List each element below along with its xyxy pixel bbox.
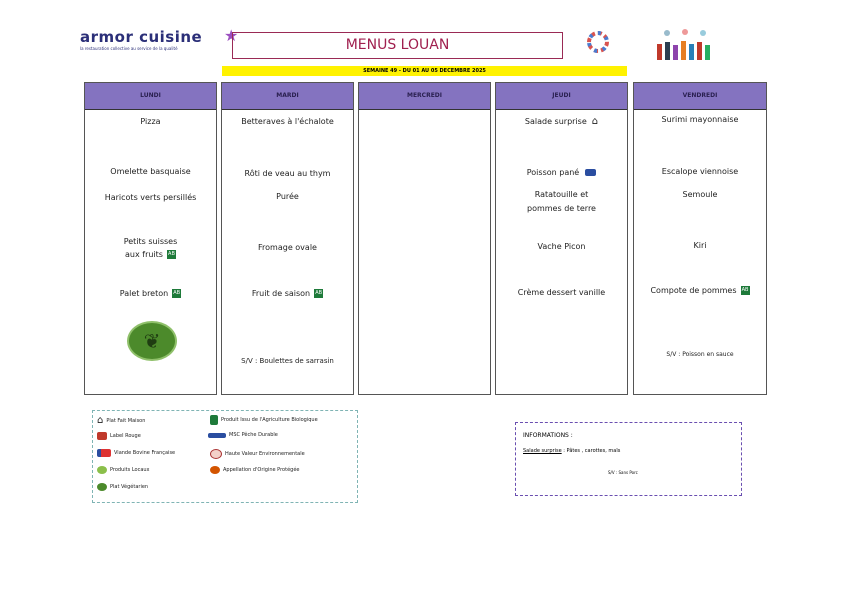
organic-ab-icon: AB <box>166 250 176 259</box>
menu-item: Haricots verts persillés <box>104 193 197 202</box>
vegetarian-leaf-icon <box>97 483 107 491</box>
menu-item: Surimi mayonnaise <box>661 115 739 124</box>
menu-item: Rôti de veau au thym <box>244 169 331 178</box>
organic-ab-icon <box>210 415 218 425</box>
menu-item: Escalope viennoise <box>661 167 739 176</box>
menu-item: Purée <box>276 192 299 201</box>
legend-item: Appellation d'Origine Protégée <box>210 466 299 474</box>
menu-item: Fruit de saison AB <box>222 287 353 300</box>
menu-item: aux fruits AB <box>85 248 216 261</box>
menu-item-text: Palet breton <box>119 289 169 298</box>
legend-item: Plat Végétarien <box>97 483 148 491</box>
hve-icon <box>210 449 222 459</box>
day-header: LUNDI <box>85 83 216 110</box>
local-products-icon <box>97 466 107 474</box>
day-column-lundi: LUNDI Pizza Omelette basquaise Haricots … <box>84 82 217 395</box>
menu-item: Omelette basquaise <box>110 167 191 176</box>
day-header: MERCREDI <box>359 83 490 110</box>
day-header: VENDREDI <box>634 83 766 110</box>
legend-item: Label Rouge <box>97 432 141 440</box>
legend-label: Haute Valeur Environnementale <box>225 451 305 457</box>
legend-box: ⌂ Plat Fait Maison Label Rouge Viande Bov… <box>92 410 358 503</box>
children-group-icon <box>657 29 710 60</box>
homemade-house-icon: ⌂ <box>591 116 599 127</box>
legend-label: Plat Végétarien <box>110 484 149 490</box>
menu-item: Salade surprise ⌂ <box>496 115 627 128</box>
menu-item: Crème dessert vanille <box>517 288 606 297</box>
menu-item: Fromage ovale <box>258 243 317 252</box>
day-column-jeudi: JEUDI Salade surprise ⌂ Poisson pané Rata… <box>495 82 628 395</box>
vegetarian-leaf-icon: ❦ <box>127 321 177 361</box>
legend-label: Produit Issu de l'Agriculture Biologique <box>221 417 318 423</box>
legend-item: Viande Bovine Française <box>97 449 175 457</box>
french-beef-icon <box>97 449 111 457</box>
organic-ab-icon: AB <box>314 289 324 298</box>
menu-item-text: Compote de pommes <box>650 286 737 295</box>
homemade-house-icon: ⌂ <box>97 415 104 426</box>
day-header: MARDI <box>222 83 353 110</box>
msc-label-icon <box>585 169 597 176</box>
day-column-mercredi: MERCREDI <box>358 82 491 395</box>
menu-item: Petits suisses <box>123 237 178 246</box>
day-column-vendredi: VENDREDI Surimi mayonnaise Escalope vien… <box>633 82 767 395</box>
legend-label: Viande Bovine Française <box>114 450 176 456</box>
legend-label: MSC Pêche Durable <box>229 432 278 438</box>
menu-item-text: Salade surprise <box>524 117 587 126</box>
brand-tagline: la restauration collective au service de… <box>80 46 178 51</box>
legend-label: Plat Fait Maison <box>106 417 146 424</box>
menu-item: Palet breton AB <box>85 287 216 300</box>
brand-logo: armor cuisine <box>80 28 203 46</box>
label-rouge-icon <box>97 432 107 440</box>
menu-item: Ratatouille et <box>534 190 589 199</box>
menu-item: Poisson pané <box>496 166 627 179</box>
msc-label-icon <box>208 432 226 438</box>
day-column-mardi: MARDI Betteraves à l'échalote Rôti de ve… <box>221 82 354 395</box>
info-line: Salade surprise : Pâtes , carottes, maïs <box>523 448 620 454</box>
menu-item: S/V : Poisson en sauce <box>666 351 734 358</box>
page-title: MENUS LOUAN <box>232 32 563 59</box>
legend-label: Appellation d'Origine Protégée <box>223 467 300 473</box>
menu-item: Betteraves à l'échalote <box>241 117 334 126</box>
menu-item: S/V : Boulettes de sarrasin <box>241 357 334 365</box>
menu-item: Pizza <box>140 117 161 126</box>
legend-item: ⌂ Plat Fait Maison <box>97 415 145 426</box>
legend-item: Haute Valeur Environnementale <box>210 449 305 459</box>
menu-item-text: aux fruits <box>125 250 163 259</box>
children-circle-icon <box>587 31 609 53</box>
menu-item: pommes de terre <box>527 204 596 213</box>
menu-item: Vache Picon <box>537 242 586 251</box>
legend-item: Produit Issu de l'Agriculture Biologique <box>210 415 318 425</box>
menu-item-text: Poisson pané <box>526 168 580 177</box>
legend-item: MSC Pêche Durable <box>208 432 278 438</box>
aop-icon <box>210 466 220 474</box>
menu-item-text: Fruit de saison <box>251 289 311 298</box>
info-text: : Pâtes , carottes, maïs <box>563 448 621 454</box>
organic-ab-icon: AB <box>740 286 750 295</box>
organic-ab-icon: AB <box>172 289 182 298</box>
info-sv: S/V : Sans Porc <box>608 470 638 475</box>
info-title: INFORMATIONS : <box>523 432 573 439</box>
menu-item: Semoule <box>682 190 718 199</box>
star-icon: ★ <box>224 26 239 45</box>
menu-item: Kiri <box>693 241 707 250</box>
legend-label: Produits Locaux <box>110 467 150 473</box>
info-label: Salade surprise <box>523 448 562 454</box>
menu-item: Compote de pommes AB <box>634 284 766 297</box>
information-box: INFORMATIONS : Salade surprise : Pâtes ,… <box>515 422 742 496</box>
legend-label: Label Rouge <box>110 433 141 439</box>
week-banner: SEMAINE 49 - DU 01 AU 05 DECEMBRE 2025 <box>222 66 627 76</box>
legend-item: Produits Locaux <box>97 466 150 474</box>
day-header: JEUDI <box>496 83 627 110</box>
